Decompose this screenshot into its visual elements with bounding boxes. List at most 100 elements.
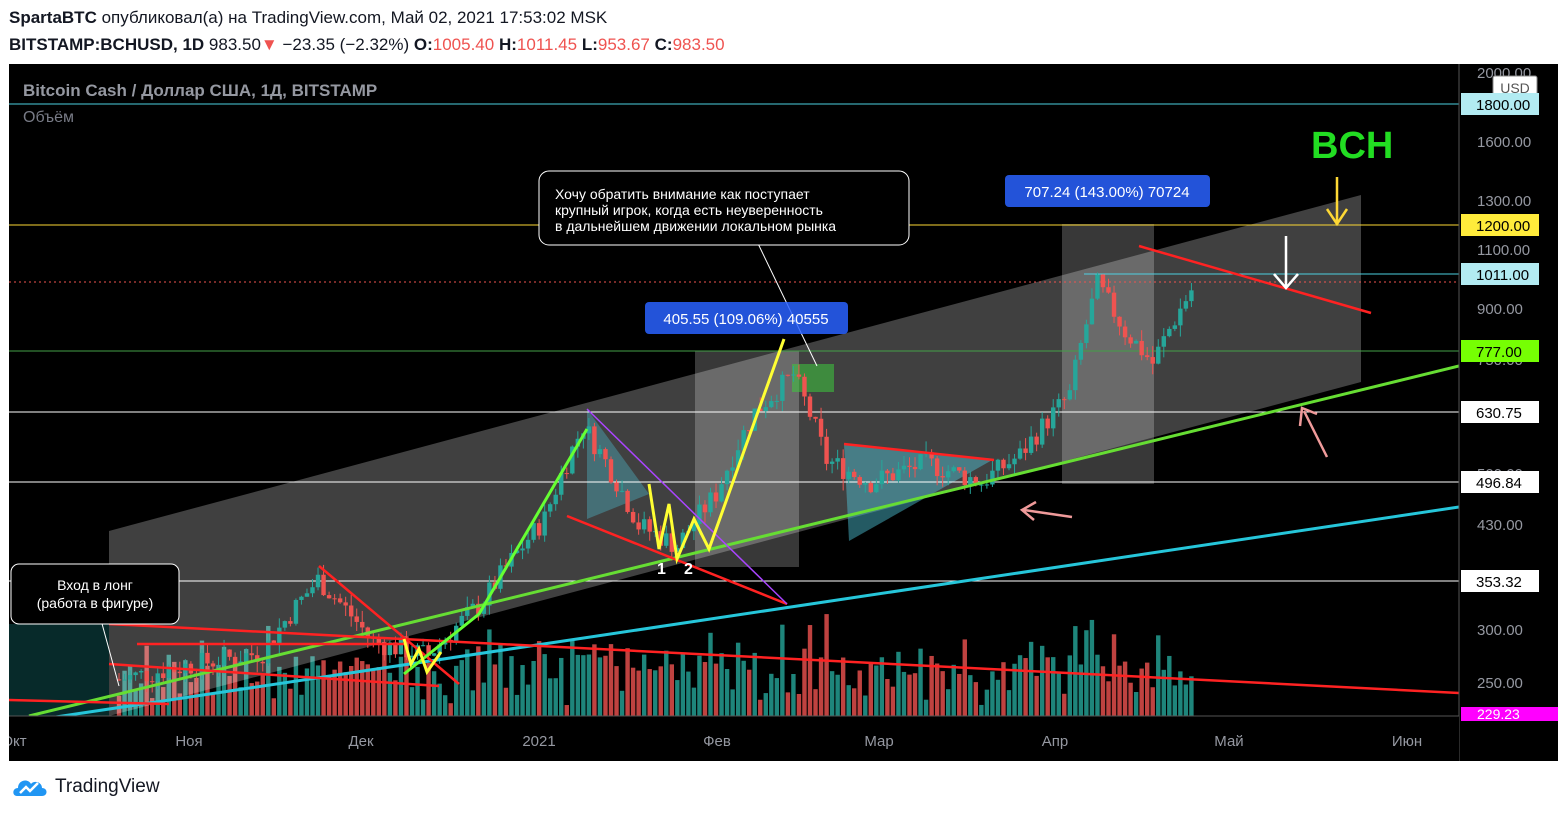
volume-bar	[271, 698, 277, 716]
candle	[205, 643, 210, 669]
volume-bar	[183, 660, 188, 716]
volume-bar	[1089, 619, 1095, 716]
volume-bar	[934, 663, 940, 716]
publisher-name[interactable]: SpartaBTC	[9, 8, 97, 27]
candle	[288, 617, 293, 627]
volume-bar	[1106, 681, 1111, 716]
candle	[1089, 288, 1095, 325]
callout-entry[interactable]: Вход в лонг (работа в фигуре)	[10, 563, 180, 625]
open-value: 1005.40	[432, 35, 495, 54]
volume-bar	[973, 682, 979, 716]
chart-svg[interactable]: Bitcoin Cash / Доллар США, 1Д, BITSTAMP …	[9, 64, 1558, 761]
tradingview-brand[interactable]: TradingView	[55, 776, 160, 797]
volume-bar	[713, 663, 719, 716]
close-value: 983.50	[672, 35, 725, 54]
volume-bar	[255, 681, 260, 716]
price-axis[interactable]: 2000.00 1600.00 1300.00 1100.00 900.00 7…	[1458, 64, 1558, 761]
candle	[210, 660, 216, 676]
volume-bar	[321, 660, 326, 716]
volume-bar	[481, 682, 487, 716]
candle	[1144, 347, 1150, 361]
volume-bar	[365, 664, 370, 716]
measure-label-2[interactable]: 707.24 (143.00%) 70724	[1005, 175, 1210, 207]
volume-bar	[138, 683, 144, 716]
volume-bar	[227, 675, 232, 716]
volume-bar	[780, 624, 785, 716]
volume-bar	[536, 641, 542, 716]
volume-bar	[525, 684, 531, 716]
candle	[874, 478, 879, 494]
tradingview-logo-icon	[13, 780, 47, 796]
candle	[299, 595, 304, 605]
volume-bar	[796, 693, 802, 716]
candle	[232, 652, 238, 672]
volume-bar	[719, 653, 724, 716]
currency-label: USD	[1500, 80, 1530, 96]
low-label: L:	[581, 35, 598, 54]
volume-bar	[415, 666, 420, 716]
callout-player[interactable]: Хочу обратить внимание как поступает кру…	[538, 170, 910, 246]
volume-bar	[210, 694, 216, 716]
volume-bar	[1062, 693, 1067, 716]
volume-bar	[979, 704, 984, 716]
candle	[542, 504, 547, 542]
volume-bar	[846, 685, 851, 716]
volume-bar	[1150, 687, 1155, 716]
candle	[724, 469, 730, 491]
measure-label-1[interactable]: 405.55 (109.06%) 40555	[645, 302, 848, 334]
volume-bar	[912, 673, 918, 716]
time-axis[interactable]: Окт Ноя Дек 2021 Фев Мар Апр Май Июн	[9, 715, 1459, 761]
chart-area[interactable]: Bitcoin Cash / Доллар США, 1Д, BITSTAMP …	[9, 64, 1558, 761]
candle	[929, 449, 934, 467]
volume-bar	[1034, 675, 1039, 716]
triangle-small	[587, 409, 649, 519]
volume-bar	[763, 693, 768, 716]
candle	[161, 662, 166, 684]
volume-bar	[1178, 671, 1183, 716]
volume-bar	[575, 654, 581, 716]
volume-bar	[1189, 676, 1194, 716]
price-level-label: 777.00	[1461, 340, 1539, 362]
volume-bar	[243, 649, 249, 716]
candle	[995, 458, 1001, 481]
candle	[702, 500, 708, 523]
candle	[1183, 295, 1189, 312]
volume-bar	[1128, 682, 1133, 716]
volume-bar	[404, 636, 409, 716]
candle	[647, 516, 652, 541]
candle	[885, 468, 890, 484]
volume-bar	[1167, 655, 1172, 716]
candle	[1056, 393, 1061, 417]
volume-bar	[315, 665, 321, 716]
volume-bar	[387, 672, 393, 716]
candle	[1034, 432, 1039, 452]
low-value: 953.67	[597, 35, 650, 54]
volume-bar	[1161, 669, 1166, 716]
volume-bar	[968, 675, 973, 716]
time-tick: Мар	[864, 733, 893, 750]
candle	[315, 567, 321, 591]
volume-bar	[260, 675, 265, 716]
volume-bar	[409, 687, 415, 716]
symbol-info: BITSTAMP:BCHUSD, 1D 983.50▼ −23.35 (−2.3…	[9, 35, 725, 55]
candle	[326, 591, 332, 599]
candle	[127, 670, 133, 683]
volume-bar	[1056, 671, 1061, 716]
callout-player-line3: в дальнейшем движении локальном рынка	[555, 218, 836, 234]
candle	[868, 481, 874, 494]
volume-bar	[702, 662, 708, 716]
volume-bar	[918, 648, 923, 716]
volume-bar	[288, 688, 293, 716]
volume-bar	[304, 668, 310, 716]
candle	[713, 483, 719, 509]
yellow-wave-small	[402, 638, 443, 676]
candle	[354, 608, 359, 632]
volume-bar	[951, 664, 956, 716]
volume-bar	[741, 660, 746, 716]
candle	[1156, 339, 1161, 365]
volume-bar	[531, 660, 536, 716]
volume-bar	[1172, 685, 1178, 716]
candle	[1051, 399, 1056, 437]
candle	[1001, 458, 1006, 475]
volume-bar	[503, 687, 509, 716]
